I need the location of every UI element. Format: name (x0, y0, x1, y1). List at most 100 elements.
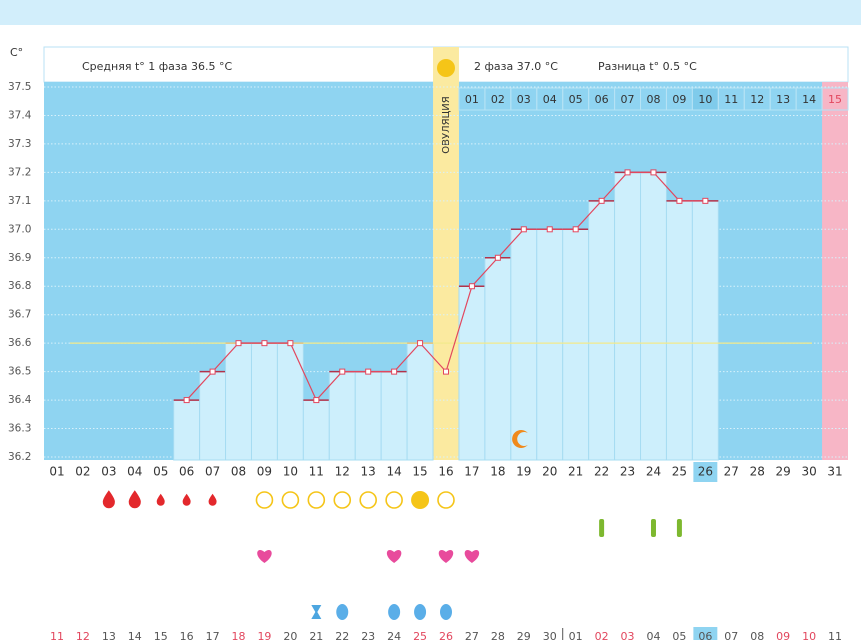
date-label: 16 (180, 630, 194, 640)
temperature-bar (199, 371, 227, 461)
date-label: 17 (206, 630, 220, 640)
blood-small (182, 493, 191, 506)
heart (438, 550, 454, 563)
phase2-day: 09 (672, 93, 686, 106)
temperature-bar (536, 228, 564, 461)
temperature-bar (691, 200, 719, 461)
y-tick-label: 37.4 (8, 109, 32, 121)
date-label: 13 (102, 630, 116, 640)
heart (464, 550, 480, 563)
date-label: 10 (802, 630, 816, 640)
temperature-bar (614, 171, 642, 461)
temperature-point (572, 226, 579, 233)
cervix-circle (437, 491, 455, 509)
temperature-point (494, 254, 501, 261)
cervix-circle (385, 491, 403, 509)
blood-large (128, 490, 141, 509)
temperature-point (261, 340, 268, 347)
y-tick-label: 36.9 (8, 252, 31, 264)
x-tick-label: 22 (594, 465, 609, 479)
y-axis-label: C° (10, 46, 23, 59)
temperature-point (520, 226, 527, 233)
date-label: 04 (646, 630, 660, 640)
date-label: 08 (750, 630, 764, 640)
date-label: 21 (309, 630, 323, 640)
temperature-bar (328, 371, 356, 461)
x-tick-label: 11 (309, 465, 324, 479)
temperature-point (339, 368, 346, 375)
temperature-point (546, 226, 553, 233)
x-tick-label: 29 (776, 465, 791, 479)
temperature-point (417, 340, 424, 347)
date-label: 14 (128, 630, 142, 640)
temperature-bar (588, 200, 616, 461)
moon-icon (512, 430, 528, 448)
x-tick-label: 28 (750, 465, 765, 479)
phase2-day: 07 (621, 93, 635, 106)
date-label: 26 (439, 630, 453, 640)
date-label: 09 (776, 630, 790, 640)
temperature-bar (250, 342, 278, 461)
today-date (693, 627, 718, 640)
y-tick-label: 36.4 (8, 394, 32, 406)
x-tick-label: 20 (542, 465, 557, 479)
date-label: 15 (154, 630, 168, 640)
temperature-point (235, 340, 242, 347)
temperature-point (443, 368, 449, 375)
ovulation-label: ОВУЛЯЦИЯ (441, 96, 452, 154)
x-tick-label: 02 (75, 465, 90, 479)
pink-column (822, 82, 848, 460)
phase2-day: 08 (646, 93, 660, 106)
y-tick-label: 37.5 (8, 81, 31, 93)
x-tick-label: 30 (801, 465, 816, 479)
temperature-bar (354, 371, 382, 461)
temperature-bar (380, 371, 408, 461)
cervix-circle-filled (411, 491, 430, 509)
date-label: 01 (569, 630, 583, 640)
cervix-circle (307, 491, 326, 509)
y-tick-label: 36.7 (8, 309, 31, 321)
x-tick-label: 24 (646, 465, 661, 479)
test-bar (676, 519, 682, 537)
x-tick-label: 08 (231, 465, 246, 479)
date-label: 30 (543, 630, 557, 640)
y-tick-label: 36.6 (8, 337, 32, 349)
day-cell (821, 87, 849, 111)
y-tick-label: 36.8 (8, 280, 31, 292)
temperature-bar (665, 200, 693, 461)
date-label: 06 (698, 630, 712, 640)
temperature-bar (510, 228, 538, 461)
x-tick-label: 13 (361, 465, 376, 479)
x-tick-label: 19 (516, 465, 531, 479)
x-tick-label: 04 (127, 465, 142, 479)
date-label: 03 (621, 630, 635, 640)
blue-drop (440, 604, 452, 620)
temperature-bar (173, 399, 201, 461)
temperature-bar (640, 171, 667, 461)
date-label: 05 (672, 630, 686, 640)
x-tick-label: 12 (335, 465, 350, 479)
date-label: 24 (387, 630, 401, 640)
temperature-point (624, 169, 631, 176)
y-tick-label: 37.1 (8, 195, 31, 207)
phase2-day: 01 (465, 93, 479, 106)
y-tick-label: 37.0 (8, 223, 31, 235)
phase2-day: 02 (491, 93, 505, 106)
date-label: 29 (517, 630, 531, 640)
date-label: 11 (828, 630, 842, 640)
date-label: 25 (413, 630, 427, 640)
temperature-point (365, 368, 372, 375)
blood-large (102, 490, 115, 509)
phase2-day: 03 (517, 93, 531, 106)
temperature-point (468, 283, 475, 290)
temperature-bar (484, 257, 512, 461)
x-tick-label: 03 (101, 465, 116, 479)
blue-drop (388, 604, 401, 620)
date-label: 12 (76, 630, 90, 640)
ovulation-sun (437, 59, 455, 77)
phase2-day: 04 (543, 93, 557, 106)
test-bar (650, 519, 656, 537)
date-label: 07 (724, 630, 738, 640)
phase2-day: 10 (698, 93, 712, 106)
